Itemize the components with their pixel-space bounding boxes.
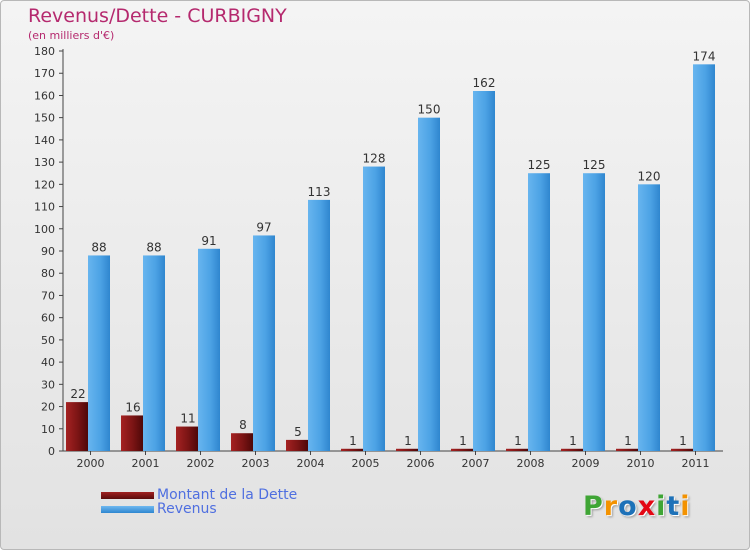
data-label-dette: 1: [514, 434, 522, 448]
data-label-revenus: 91: [201, 234, 216, 248]
bar-dette: [176, 426, 198, 451]
data-label-revenus: 150: [418, 103, 441, 117]
x-tick-label: 2005: [352, 457, 380, 470]
y-tick-label: 160: [34, 89, 55, 102]
x-tick-label: 2001: [132, 457, 160, 470]
chart-title: Revenus/Dette - CURBIGNY: [28, 5, 287, 27]
bar-dette: [396, 448, 418, 451]
legend-swatch-dette: [101, 491, 154, 499]
data-label-dette: 16: [125, 400, 140, 414]
bar-revenus: [143, 255, 165, 451]
x-tick-label: 2002: [187, 457, 215, 470]
bar-dette: [121, 415, 143, 451]
bar-dette: [66, 402, 88, 451]
legend-swatch-revenus: [101, 505, 154, 513]
bar-dette: [561, 448, 583, 451]
y-tick-label: 110: [34, 201, 55, 214]
bar-revenus: [88, 255, 110, 451]
y-tick-label: 40: [41, 356, 55, 369]
logo-letter: o: [618, 491, 638, 522]
y-tick-label: 60: [41, 312, 55, 325]
y-tick-label: 50: [41, 334, 55, 347]
data-label-dette: 1: [459, 434, 467, 448]
y-tick-label: 30: [41, 378, 55, 391]
data-label-revenus: 128: [363, 152, 386, 166]
data-label-revenus: 125: [528, 158, 551, 172]
data-label-revenus: 113: [308, 185, 331, 199]
x-tick-label: 2011: [682, 457, 710, 470]
bar-revenus: [308, 199, 330, 451]
bar-revenus: [253, 235, 275, 451]
y-tick-label: 140: [34, 134, 55, 147]
y-tick-label: 70: [41, 289, 55, 302]
legend-label-revenus: Revenus: [157, 501, 217, 517]
data-label-revenus: 88: [146, 240, 161, 254]
x-tick-label: 2004: [297, 457, 325, 470]
legend-item-dette: Montant de la Dette: [101, 487, 297, 503]
y-tick-label: 20: [41, 401, 55, 414]
bar-dette: [341, 448, 363, 451]
logo-letter: P: [583, 491, 604, 522]
y-tick-label: 0: [48, 445, 55, 458]
x-tick-label: 2006: [407, 457, 435, 470]
data-label-revenus: 88: [91, 240, 106, 254]
legend-label-dette: Montant de la Dette: [157, 487, 298, 503]
x-tick-label: 2009: [572, 457, 600, 470]
bar-revenus: [418, 117, 440, 452]
data-label-revenus: 97: [256, 220, 271, 234]
data-label-revenus: 174: [693, 49, 716, 63]
bar-dette: [671, 448, 693, 451]
y-tick-label: 10: [41, 423, 55, 436]
data-label-dette: 1: [349, 434, 357, 448]
bar-revenus: [363, 166, 385, 452]
y-tick-label: 130: [34, 156, 55, 169]
logo-letter: x: [637, 491, 657, 522]
bar-revenus: [528, 173, 550, 451]
logo-letter: i: [680, 491, 691, 522]
logo-letter: r: [603, 491, 619, 522]
data-label-revenus: 125: [583, 158, 606, 172]
y-tick-label: 120: [34, 178, 55, 191]
bar-revenus: [583, 173, 605, 451]
data-label-dette: 1: [569, 434, 577, 448]
bar-dette: [286, 439, 308, 451]
x-tick-label: 2007: [462, 457, 490, 470]
bar-revenus: [638, 184, 660, 452]
bar-revenus: [473, 91, 495, 451]
x-tick-label: 2000: [77, 457, 105, 470]
bar-dette: [506, 448, 528, 451]
y-tick-label: 80: [41, 267, 55, 280]
data-label-dette: 1: [679, 434, 687, 448]
data-label-dette: 11: [180, 412, 195, 426]
data-label-revenus: 162: [473, 76, 496, 90]
data-label-dette: 22: [70, 387, 85, 401]
bar-revenus: [693, 64, 715, 452]
bar-dette: [451, 448, 473, 451]
x-tick-label: 2010: [627, 457, 655, 470]
legend-item-revenus: Revenus: [101, 501, 217, 517]
data-label-revenus: 120: [638, 169, 661, 183]
y-tick-label: 100: [34, 223, 55, 236]
proxiti-logo: Proxiti: [583, 491, 691, 522]
y-tick-label: 180: [34, 45, 55, 58]
data-label-dette: 5: [294, 425, 302, 439]
data-label-dette: 1: [404, 434, 412, 448]
data-label-dette: 8: [239, 418, 247, 432]
logo-letter: t: [666, 491, 681, 522]
bar-dette: [616, 448, 638, 451]
data-label-dette: 1: [624, 434, 632, 448]
y-tick-label: 150: [34, 112, 55, 125]
chart-subtitle: (en milliers d'€): [28, 29, 115, 42]
x-tick-label: 2003: [242, 457, 270, 470]
bar-revenus: [198, 248, 220, 451]
y-tick-label: 170: [34, 67, 55, 80]
x-tick-label: 2008: [517, 457, 545, 470]
logo-letter: i: [656, 491, 667, 522]
bar-dette: [231, 433, 253, 451]
y-tick-label: 90: [41, 245, 55, 258]
